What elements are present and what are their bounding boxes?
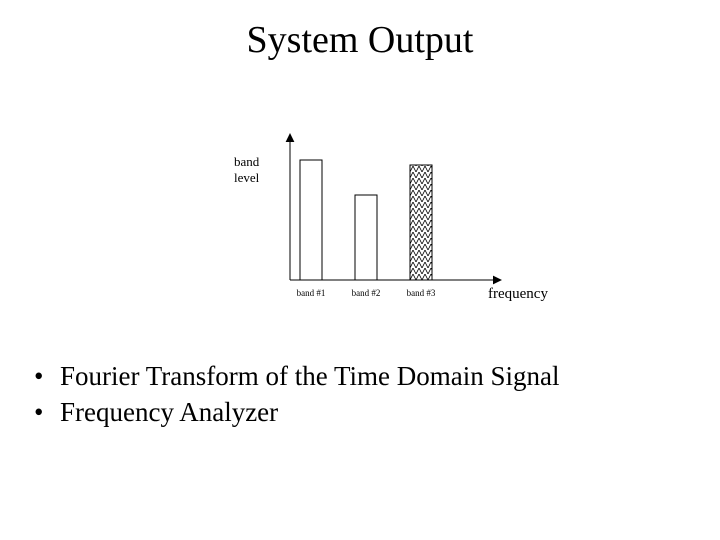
bullet-dot-icon: • [34,358,60,394]
slide: System Output band level band #1 band #2… [0,0,720,540]
bullet-text: Fourier Transform of the Time Domain Sig… [60,358,560,394]
band-label-1: band #1 [291,288,331,298]
band-label-3: band #3 [401,288,441,298]
x-axis-label: frequency [488,286,548,303]
bullet-item: • Fourier Transform of the Time Domain S… [34,358,560,394]
y-axis-label: band level [234,154,259,185]
y-axis-label-line2: level [234,170,259,185]
y-axis-label-line1: band [234,154,259,169]
page-title: System Output [0,18,720,62]
bullet-text: Frequency Analyzer [60,394,278,430]
bullet-list: • Fourier Transform of the Time Domain S… [34,358,560,431]
bullet-dot-icon: • [34,394,60,430]
bullet-item: • Frequency Analyzer [34,394,560,430]
band-level-chart: band level band #1 band #2 band #3 frequ… [200,130,580,330]
band-label-2: band #2 [346,288,386,298]
